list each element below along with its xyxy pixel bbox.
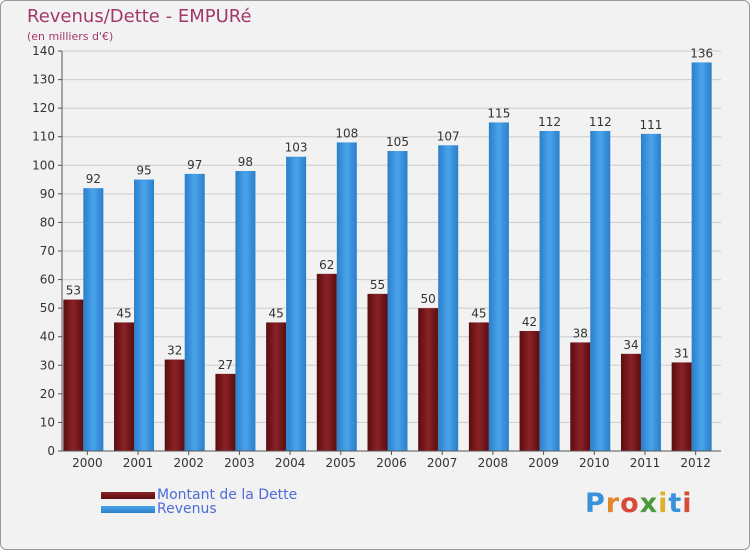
- bar-debt: [418, 308, 439, 451]
- y-tick-label: 70: [40, 244, 55, 258]
- legend-item-debt: Montant de la Dette: [101, 487, 298, 503]
- bar-revenus: [539, 131, 560, 451]
- y-tick-label: 0: [47, 444, 55, 458]
- x-tick-label: 2007: [427, 456, 458, 470]
- y-tick-label: 120: [32, 101, 55, 115]
- bar-revenus: [83, 188, 104, 451]
- bar-revenus: [235, 171, 256, 451]
- x-tick-label: 2009: [528, 456, 559, 470]
- x-tick-label: 2006: [376, 456, 407, 470]
- bar-debt: [316, 273, 337, 451]
- bar-debt: [620, 353, 641, 451]
- y-tick-label: 30: [40, 358, 55, 372]
- data-label-debt: 55: [370, 278, 385, 292]
- data-label-debt: 34: [623, 338, 638, 352]
- y-tick-label: 80: [40, 215, 55, 229]
- data-label-revenus: 95: [136, 164, 151, 178]
- logo-letter: i: [682, 488, 693, 519]
- x-tick-label: 2003: [224, 456, 255, 470]
- data-label-revenus: 97: [187, 158, 202, 172]
- legend-item-revenus: Revenus: [101, 501, 217, 517]
- data-label-debt: 38: [573, 326, 588, 340]
- logo-letter: r: [605, 488, 621, 519]
- bar-debt: [671, 362, 692, 451]
- chart-title: Revenus/Dette - EMPURé: [27, 6, 252, 27]
- x-tick-label: 2000: [72, 456, 103, 470]
- bar-revenus: [286, 156, 307, 451]
- bar-revenus: [640, 133, 661, 451]
- bar-debt: [164, 359, 185, 451]
- y-tick-label: 60: [40, 273, 55, 287]
- data-label-revenus: 92: [86, 172, 101, 186]
- data-label-revenus: 98: [238, 155, 253, 169]
- y-tick-label: 110: [32, 130, 55, 144]
- data-label-debt: 53: [66, 284, 81, 298]
- data-label-debt: 32: [167, 344, 182, 358]
- x-tick-label: 2001: [123, 456, 154, 470]
- data-label-debt: 50: [421, 292, 436, 306]
- y-tick-label: 90: [40, 187, 55, 201]
- legend-label-debt: Montant de la Dette: [157, 487, 298, 503]
- data-label-revenus: 111: [640, 118, 663, 132]
- data-label-revenus: 112: [538, 115, 561, 129]
- data-label-debt: 45: [116, 306, 131, 320]
- x-tick-label: 2011: [630, 456, 661, 470]
- logo-letter: x: [639, 488, 659, 519]
- bar-revenus: [438, 145, 459, 452]
- data-label-debt: 31: [674, 346, 689, 360]
- data-label-debt: 62: [319, 258, 334, 272]
- legend-swatch-debt: [101, 491, 155, 499]
- bar-debt: [266, 322, 287, 451]
- logo-letter: i: [658, 488, 669, 519]
- y-tick-label: 50: [40, 301, 55, 315]
- data-label-revenus: 103: [285, 141, 308, 155]
- y-tick-label: 140: [32, 44, 55, 58]
- logo-letter: P: [585, 488, 606, 519]
- y-tick-label: 20: [40, 387, 55, 401]
- legend-label-revenus: Revenus: [157, 501, 217, 517]
- bar-debt: [114, 322, 135, 451]
- bar-revenus: [488, 122, 509, 451]
- proxiti-logo: Proxiti: [585, 488, 693, 519]
- x-tick-label: 2005: [326, 456, 357, 470]
- bar-revenus: [691, 62, 712, 452]
- data-label-debt: 45: [268, 306, 283, 320]
- logo-letter: o: [620, 488, 640, 519]
- x-tick-label: 2012: [680, 456, 711, 470]
- data-label-debt: 27: [218, 358, 233, 372]
- data-label-revenus: 107: [437, 129, 460, 143]
- data-label-revenus: 108: [335, 126, 358, 140]
- data-label-debt: 45: [471, 306, 486, 320]
- y-tick-label: 100: [32, 158, 55, 172]
- bar-debt: [519, 331, 540, 451]
- data-label-revenus: 136: [690, 46, 713, 60]
- legend-swatch-revenus: [101, 505, 155, 513]
- bar-revenus: [336, 142, 357, 451]
- x-tick-label: 2004: [275, 456, 306, 470]
- x-tick-label: 2002: [173, 456, 204, 470]
- bar-revenus: [184, 173, 205, 451]
- y-tick-label: 10: [40, 415, 55, 429]
- bar-revenus: [134, 179, 155, 452]
- bar-debt: [367, 293, 388, 451]
- data-label-revenus: 105: [386, 135, 409, 149]
- bar-revenus: [590, 131, 611, 451]
- data-label-debt: 42: [522, 315, 537, 329]
- bar-debt: [468, 322, 489, 451]
- logo-letter: t: [668, 488, 683, 519]
- y-tick-label: 40: [40, 330, 55, 344]
- x-tick-label: 2008: [478, 456, 509, 470]
- x-tick-label: 2010: [579, 456, 610, 470]
- bar-debt: [63, 299, 84, 451]
- chart-subtitle: (en milliers d'€): [27, 30, 114, 43]
- bar-debt: [215, 373, 236, 451]
- data-label-revenus: 112: [589, 115, 612, 129]
- bar-revenus: [387, 151, 408, 451]
- y-tick-label: 130: [32, 73, 55, 87]
- bar-debt: [570, 342, 591, 451]
- data-label-revenus: 115: [487, 106, 510, 120]
